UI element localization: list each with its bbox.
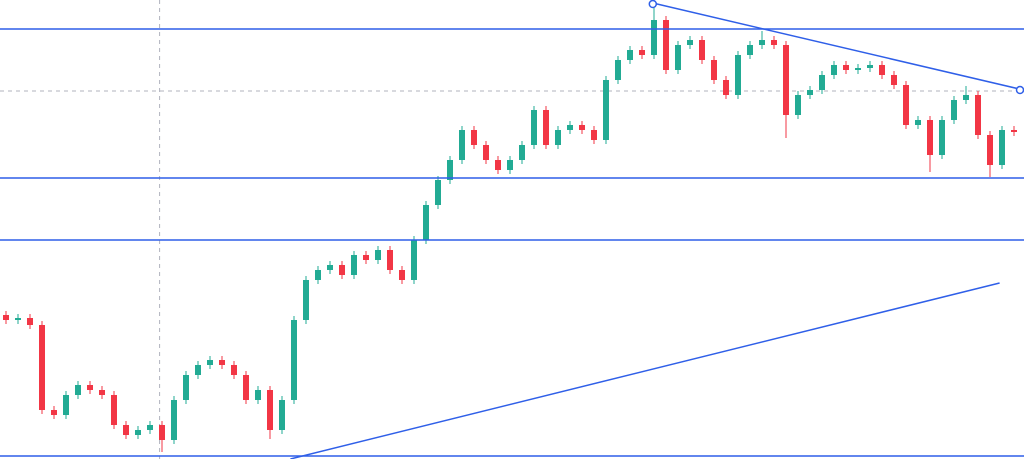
trendline bbox=[290, 282, 1000, 459]
candle-body bbox=[555, 130, 561, 145]
candle-body bbox=[759, 40, 765, 45]
candle-body bbox=[639, 50, 645, 55]
candle-body bbox=[255, 390, 261, 400]
candle-body bbox=[207, 360, 213, 365]
candle-body bbox=[591, 130, 597, 140]
candle-body bbox=[459, 130, 465, 160]
candle-body bbox=[687, 40, 693, 45]
candle-body bbox=[903, 85, 909, 125]
candle-body bbox=[579, 125, 585, 130]
candle-body bbox=[531, 110, 537, 145]
candle-body bbox=[651, 20, 657, 55]
candle-body bbox=[543, 110, 549, 145]
candle-body bbox=[783, 45, 789, 115]
candle-body bbox=[315, 270, 321, 280]
candle-body bbox=[999, 130, 1005, 165]
candle-body bbox=[183, 375, 189, 400]
candle-body bbox=[327, 265, 333, 270]
candle-body bbox=[99, 390, 105, 395]
trendline bbox=[652, 2, 1024, 91]
candle-body bbox=[807, 90, 813, 95]
candle-body bbox=[471, 130, 477, 145]
candle-body bbox=[819, 75, 825, 90]
candle-body bbox=[435, 180, 441, 205]
candle-body bbox=[111, 395, 117, 425]
candle-body bbox=[831, 65, 837, 75]
candle-body bbox=[711, 60, 717, 80]
trendline-handle bbox=[648, 0, 658, 9]
candle-body bbox=[195, 365, 201, 375]
candle-body bbox=[867, 65, 873, 68]
candle-body bbox=[279, 400, 285, 430]
candle-body bbox=[963, 95, 969, 100]
candle-body bbox=[987, 135, 993, 165]
candle-body bbox=[771, 40, 777, 45]
candle-body bbox=[243, 375, 249, 400]
candle-body bbox=[147, 425, 153, 430]
candle-body bbox=[663, 20, 669, 70]
candle-body bbox=[303, 280, 309, 320]
candle-body bbox=[27, 318, 33, 325]
candle-body bbox=[507, 160, 513, 170]
candle-body bbox=[915, 120, 921, 125]
candle-body bbox=[699, 40, 705, 60]
candle-body bbox=[363, 255, 369, 260]
candle-body bbox=[483, 145, 489, 160]
candle-body bbox=[219, 360, 225, 365]
candle-body bbox=[843, 65, 849, 70]
candle-body bbox=[231, 365, 237, 375]
candle-body bbox=[951, 100, 957, 120]
candle-body bbox=[855, 68, 861, 70]
candle-body bbox=[411, 240, 417, 280]
candle-body bbox=[387, 250, 393, 270]
candle-body bbox=[495, 160, 501, 170]
candle-body bbox=[927, 120, 933, 155]
candle-body bbox=[615, 60, 621, 80]
candle-body bbox=[339, 265, 345, 275]
candle-body bbox=[627, 50, 633, 60]
candle-body bbox=[123, 425, 129, 435]
candle-body bbox=[87, 385, 93, 390]
candle-body bbox=[51, 410, 57, 415]
candle-body bbox=[939, 120, 945, 155]
candle-body bbox=[747, 45, 753, 55]
candle-body bbox=[879, 65, 885, 75]
candle-body bbox=[603, 80, 609, 140]
trendline-handle bbox=[1015, 85, 1024, 95]
candle-body bbox=[975, 95, 981, 135]
candle-body bbox=[399, 270, 405, 280]
candle-body bbox=[75, 385, 81, 395]
candle-body bbox=[519, 145, 525, 160]
candle-body bbox=[171, 400, 177, 440]
candle-body bbox=[723, 80, 729, 95]
candle-body bbox=[63, 395, 69, 415]
candle-body bbox=[1011, 130, 1017, 132]
candle-body bbox=[735, 55, 741, 95]
candle-body bbox=[675, 45, 681, 70]
candle-body bbox=[3, 315, 9, 320]
candle-body bbox=[423, 205, 429, 240]
candle-body bbox=[135, 430, 141, 435]
candle-body bbox=[39, 325, 45, 410]
candle-body bbox=[375, 250, 381, 260]
candle-body bbox=[351, 255, 357, 275]
candle-body bbox=[159, 425, 165, 440]
candle-body bbox=[447, 160, 453, 180]
candle-body bbox=[267, 390, 273, 430]
candle-body bbox=[291, 320, 297, 400]
candle-body bbox=[15, 318, 21, 320]
candle-body bbox=[795, 95, 801, 115]
candle-body bbox=[567, 125, 573, 130]
candle-body bbox=[891, 75, 897, 85]
